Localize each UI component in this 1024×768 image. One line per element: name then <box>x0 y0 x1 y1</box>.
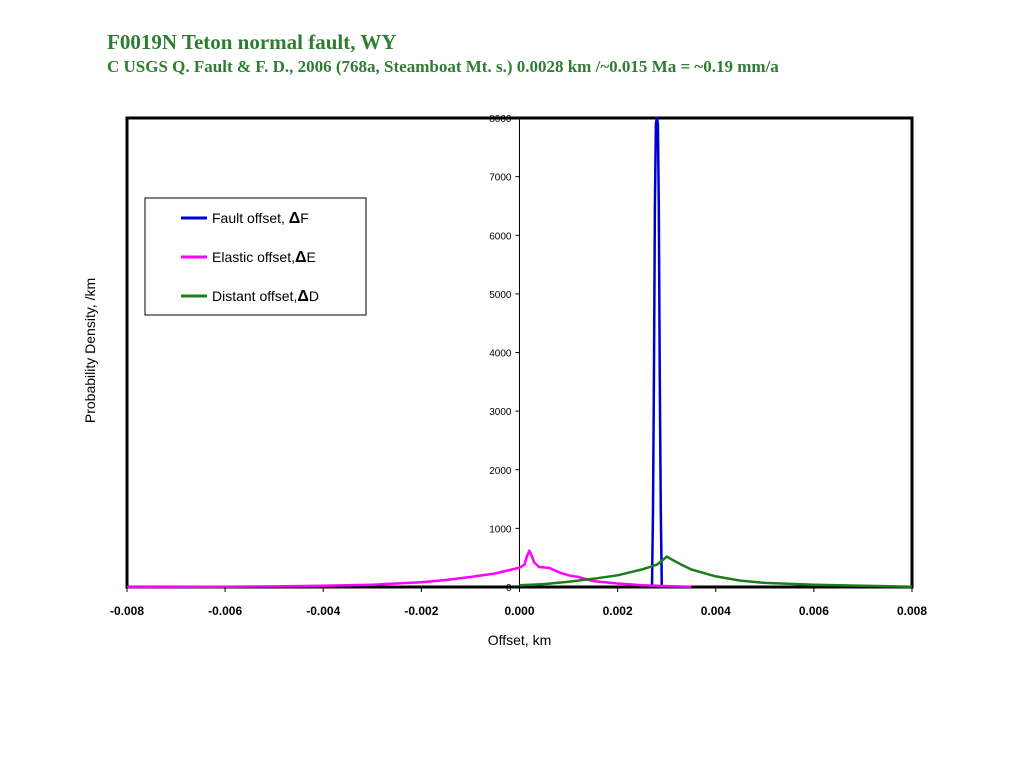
x-tick-label: 0.000 <box>504 604 534 618</box>
chart-subtitle: C USGS Q. Fault & F. D., 2006 (768a, Ste… <box>107 57 779 76</box>
y-tick-label: 4000 <box>489 349 512 360</box>
legend-label-0: Fault offset, ΔF <box>212 210 309 227</box>
x-tick-label: -0.002 <box>404 604 438 618</box>
y-tick-label: 1000 <box>489 524 512 535</box>
y-tick-label: 3000 <box>489 407 512 418</box>
x-tick-label: 0.004 <box>701 604 731 618</box>
x-tick-label: 0.008 <box>897 604 927 618</box>
y-tick-label: 6000 <box>489 231 512 242</box>
y-tick-label: 7000 <box>489 173 512 184</box>
x-tick-label: -0.008 <box>110 604 144 618</box>
y-tick-label: 0 <box>506 583 512 594</box>
series-line-2 <box>519 555 913 588</box>
y-tick-label: 5000 <box>489 290 512 301</box>
y-tick-labels: 0 1000 2000 3000 4000 5000 6000 7000 8000 <box>489 114 520 594</box>
x-tick-labels: -0.008 -0.006 -0.004 -0.002 0.000 0.002 0.004 0… <box>110 587 927 618</box>
x-tick-label: -0.006 <box>208 604 242 618</box>
y-tick-label: 8000 <box>489 114 512 125</box>
legend-label-1: Elastic offset,ΔE <box>212 249 316 266</box>
x-tick-label: 0.002 <box>603 604 633 618</box>
series-layer <box>126 116 913 589</box>
x-tick-label: -0.004 <box>306 604 340 618</box>
x-tick-label: 0.006 <box>799 604 829 618</box>
legend-label-2: Distant offset,ΔD <box>212 288 319 305</box>
series-line-1 <box>126 549 692 589</box>
series-line-0 <box>650 116 664 588</box>
y-axis-label: Probability Density, /km <box>82 278 98 423</box>
chart-title: F0019N Teton normal fault, WY <box>107 30 397 54</box>
y-tick-label: 2000 <box>489 466 512 477</box>
legend: Fault offset, ΔF Elastic offset,ΔE Distant… <box>144 197 367 316</box>
x-axis-label: Offset, km <box>488 632 552 648</box>
